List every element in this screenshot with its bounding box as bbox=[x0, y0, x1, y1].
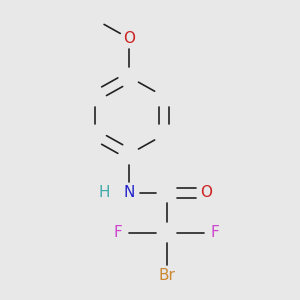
Text: H: H bbox=[99, 185, 110, 200]
Text: Br: Br bbox=[158, 268, 175, 283]
Text: O: O bbox=[200, 185, 212, 200]
Text: O: O bbox=[123, 31, 135, 46]
Text: F: F bbox=[210, 225, 219, 240]
Text: N: N bbox=[124, 185, 135, 200]
Text: F: F bbox=[114, 225, 123, 240]
